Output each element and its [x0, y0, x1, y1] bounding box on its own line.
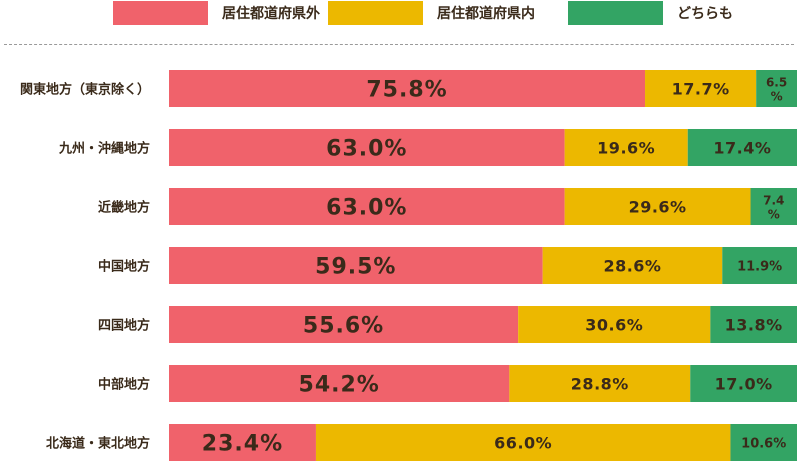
- bar-segment-both: [756, 70, 797, 107]
- category-label: 北海道・東北地方: [46, 436, 150, 452]
- bar-segment-both: [687, 129, 797, 166]
- legend-swatch-outside: [113, 1, 208, 25]
- data-label: 13.8%: [725, 316, 783, 335]
- data-label: 30.6%: [585, 316, 643, 335]
- data-label: 29.6%: [629, 198, 687, 217]
- bar-segment-outside: [169, 129, 565, 166]
- bar-segment-outside: [169, 70, 646, 107]
- bar-segment-both: [730, 424, 797, 461]
- bar-segment-inside: [564, 188, 751, 225]
- legend-swatch-both: [568, 1, 663, 25]
- category-label: 関東地方（東京除く）: [20, 82, 150, 98]
- bar-segment-both: [722, 247, 797, 284]
- data-label: 17.4%: [713, 139, 771, 158]
- data-label: 10.6%: [741, 437, 786, 452]
- bar-segment-inside: [564, 129, 688, 166]
- category-label: 中部地方: [98, 377, 150, 393]
- data-label: 19.6%: [597, 139, 655, 158]
- bar-segment-inside: [518, 306, 711, 343]
- legend-swatch-inside: [328, 1, 423, 25]
- legend-item-both: どちらも: [568, 0, 733, 26]
- data-label: 63.0%: [326, 196, 407, 221]
- data-label-unit: %: [768, 208, 780, 222]
- data-label: 28.6%: [603, 257, 661, 276]
- data-label: 66.0%: [494, 434, 552, 453]
- data-label: 75.8%: [366, 78, 447, 103]
- data-label: 63.0%: [326, 137, 407, 162]
- data-label: 23.4%: [202, 432, 283, 457]
- data-label: 11.9%: [737, 260, 782, 275]
- data-label: 59.5%: [315, 255, 396, 280]
- data-label: 17.7%: [672, 80, 730, 99]
- legend-item-outside: 居住都道府県外: [113, 0, 320, 26]
- legend-label-outside: 居住都道府県外: [222, 6, 320, 22]
- bar-segment-inside: [315, 424, 731, 461]
- legend-label-both: どちらも: [677, 6, 733, 22]
- bar-segment-inside: [542, 247, 723, 284]
- legend-item-inside: 居住都道府県内: [328, 0, 535, 26]
- data-label: 6.5: [766, 76, 787, 90]
- data-label: 28.8%: [571, 375, 629, 394]
- bar-segment-outside: [169, 424, 316, 461]
- category-label: 近畿地方: [98, 200, 150, 216]
- data-label-unit: %: [771, 90, 783, 104]
- bar-segment-inside: [509, 365, 691, 402]
- bar-segment-inside: [645, 70, 757, 107]
- bar-segment-outside: [169, 247, 543, 284]
- data-label: 54.2%: [299, 373, 380, 398]
- legend-label-inside: 居住都道府県内: [437, 6, 535, 22]
- bar-segment-both: [690, 365, 797, 402]
- bar-segment-both: [710, 306, 797, 343]
- data-label: 17.0%: [715, 375, 773, 394]
- category-label: 九州・沖縄地方: [58, 141, 150, 157]
- bar-segment-both: [750, 188, 797, 225]
- category-label: 中国地方: [98, 259, 150, 275]
- bar-segment-outside: [169, 365, 510, 402]
- data-label: 7.4: [763, 194, 784, 208]
- bar-segment-outside: [169, 188, 565, 225]
- bar-segment-outside: [169, 306, 519, 343]
- legend-divider: [4, 44, 794, 45]
- category-label: 四国地方: [98, 318, 150, 334]
- data-label: 55.6%: [303, 314, 384, 339]
- legend: 居住都道府県外 居住都道府県内 どちらも: [0, 0, 798, 30]
